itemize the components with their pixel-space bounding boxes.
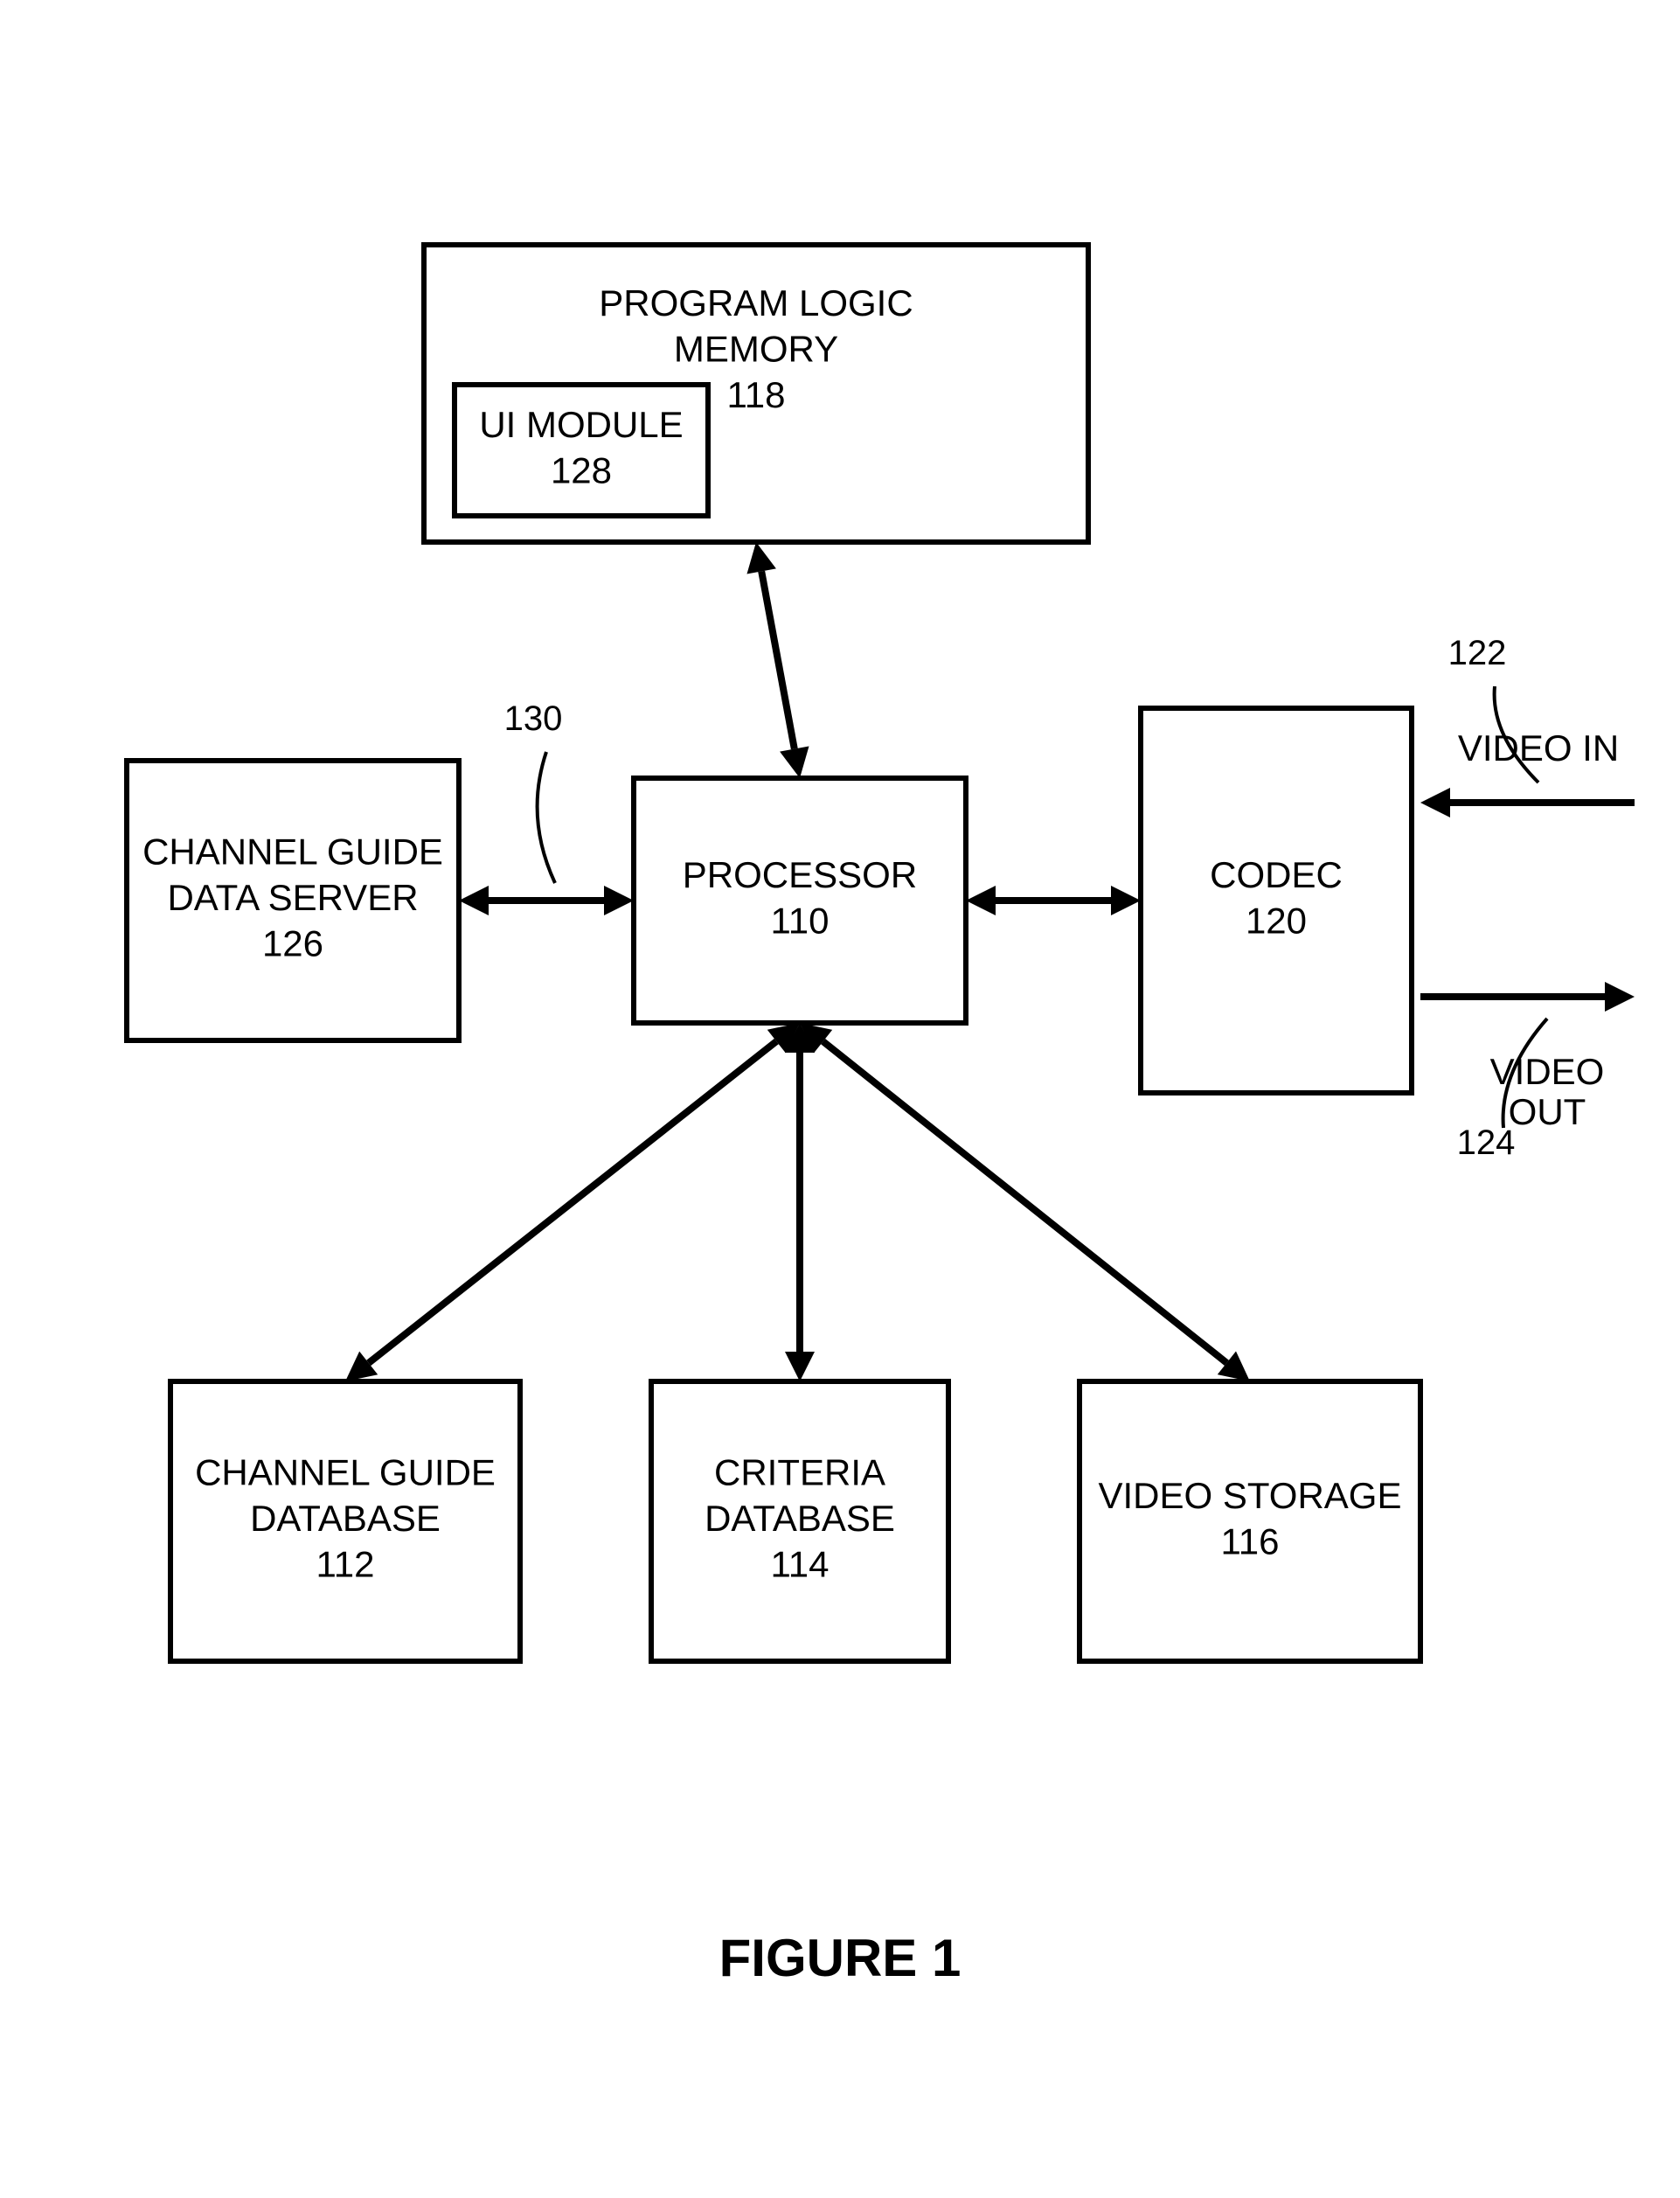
io-label: OUT xyxy=(1509,1091,1586,1132)
criteria_database-label-0: CRITERIA xyxy=(714,1452,885,1493)
processor-label-0: PROCESSOR xyxy=(683,854,917,895)
channel_guide_data_server-label-1: DATA SERVER xyxy=(167,877,418,918)
program_logic_memory-label-0: PROGRAM LOGIC xyxy=(599,282,913,323)
channel_guide_data_server-label-2: 126 xyxy=(262,923,323,964)
program_logic_memory-label-1: MEMORY xyxy=(674,329,838,370)
ui_module-label-0: UI MODULE xyxy=(479,404,683,445)
channel_guide_database-label-2: 112 xyxy=(316,1544,375,1585)
channel_guide_database-label-1: DATABASE xyxy=(250,1498,441,1539)
video_storage-label-1: 116 xyxy=(1221,1520,1280,1562)
video_storage-label-0: VIDEO STORAGE xyxy=(1099,1475,1402,1516)
channel_guide_data_server-label-0: CHANNEL GUIDE xyxy=(142,831,443,873)
ref-number: 124 xyxy=(1457,1123,1516,1162)
codec-label-1: 120 xyxy=(1246,900,1307,941)
criteria_database-label-1: DATABASE xyxy=(705,1498,895,1539)
codec-label-0: CODEC xyxy=(1210,854,1343,895)
processor-label-1: 110 xyxy=(771,900,830,941)
figure-caption: FIGURE 1 xyxy=(719,1929,961,1987)
ui_module-label-1: 128 xyxy=(551,449,612,490)
io-label: VIDEO IN xyxy=(1458,727,1619,769)
ref-number: 130 xyxy=(504,699,563,738)
ref-leader xyxy=(538,752,555,883)
program_logic_memory-label-2: 118 xyxy=(727,374,786,415)
criteria_database-label-2: 114 xyxy=(771,1544,830,1585)
ref-number: 122 xyxy=(1448,634,1507,672)
channel_guide_database-label-0: CHANNEL GUIDE xyxy=(195,1452,496,1493)
